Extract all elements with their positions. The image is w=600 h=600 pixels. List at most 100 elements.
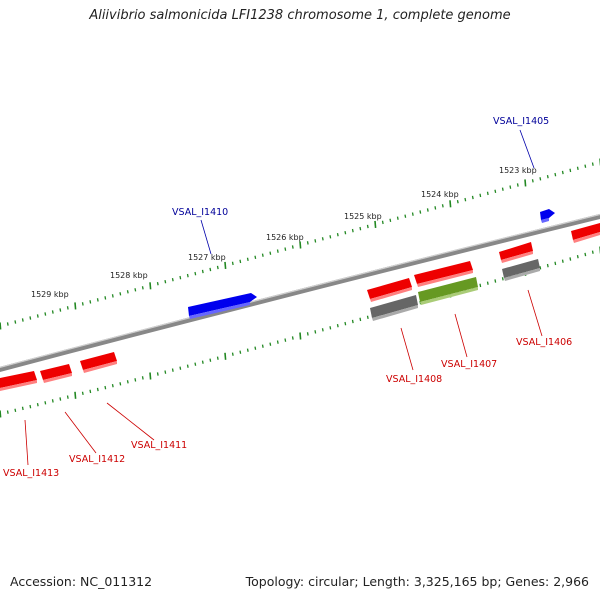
- inner-ruler-tick: [209, 358, 212, 362]
- outer-ruler-tick: [171, 277, 174, 282]
- outer-ruler-tick: [524, 179, 527, 187]
- gene-label-vsal-i1407[interactable]: VSAL_I1407: [441, 359, 497, 370]
- outer-ruler-tick: [51, 310, 54, 314]
- outer-ruler-tick: [141, 286, 144, 290]
- gene-arrow-vsal-i1408[interactable]: [367, 278, 412, 302]
- leader-vsal-i1411: [106, 402, 155, 441]
- genome-summary-text: Topology: circular; Length: 3,325,165 bp…: [245, 574, 589, 589]
- inner-ruler-tick: [0, 410, 2, 418]
- inner-ruler-tick: [141, 376, 144, 380]
- outer-ruler-tick: [66, 306, 69, 310]
- outer-ruler-tick: [576, 166, 579, 171]
- inner-ruler-tick: [126, 380, 129, 384]
- outer-ruler-tick: [546, 174, 549, 179]
- gene-block-gray-1[interactable]: [370, 295, 418, 321]
- inner-ruler-tick: [21, 406, 24, 411]
- inner-ruler-tick: [6, 410, 9, 414]
- inner-ruler-tick: [164, 370, 167, 374]
- gene-block-gray-2[interactable]: [502, 259, 540, 281]
- gene-arrow-vsal-i1405[interactable]: [540, 209, 555, 223]
- outer-ruler-tick: [186, 273, 189, 278]
- outer-ruler-tick: [501, 187, 504, 191]
- inner-ruler-tick: [299, 332, 302, 340]
- outer-ruler-tick: [291, 245, 294, 249]
- outer-ruler-tick: [126, 290, 129, 294]
- inner-ruler-tick: [149, 372, 152, 380]
- inner-ruler-tick: [254, 346, 257, 350]
- ruler-label-1524: 1524 kbp: [421, 190, 459, 199]
- ruler-label-1527: 1527 kbp: [188, 253, 226, 262]
- gene-label-vsal-i1406[interactable]: VSAL_I1406: [516, 337, 572, 348]
- outer-ruler-tick: [374, 220, 377, 228]
- ruler-label-1525: 1525 kbp: [344, 212, 382, 221]
- inner-ruler-tick: [284, 338, 287, 342]
- outer-ruler-tick: [81, 302, 84, 306]
- leader-vsal-i1408: [400, 327, 414, 371]
- chromosome-backbone: [0, 213, 600, 372]
- leader-vsal-i1410: [200, 219, 212, 255]
- outer-ruler-tick: [359, 226, 362, 231]
- outer-ruler-tick: [299, 241, 302, 249]
- outer-ruler-tick: [179, 275, 182, 280]
- inner-ruler-tick: [321, 328, 324, 332]
- inner-ruler-tick: [156, 372, 159, 376]
- gene-arrow-vsal-i1406-b[interactable]: [571, 223, 600, 243]
- outer-ruler-tick: [201, 269, 204, 274]
- outer-ruler-tick: [479, 193, 482, 198]
- outer-ruler-tick: [254, 255, 257, 260]
- gene-arrow-vsal-i1411[interactable]: [80, 352, 117, 373]
- inner-ruler-tick: [569, 257, 572, 261]
- gene-label-vsal-i1405[interactable]: VSAL_I1405: [493, 116, 549, 127]
- outer-ruler-tick: [591, 162, 594, 166]
- inner-ruler-tick: [366, 315, 369, 320]
- outer-ruler-tick: [156, 281, 159, 286]
- inner-ruler-tick: [81, 391, 84, 396]
- outer-ruler-tick: [389, 218, 392, 223]
- outer-ruler-tick: [59, 308, 62, 312]
- inner-ruler-tick: [216, 356, 219, 360]
- inner-ruler-tick: [179, 366, 182, 370]
- inner-ruler-tick: [314, 330, 317, 334]
- outer-ruler-tick: [441, 204, 444, 208]
- outer-ruler-tick: [224, 261, 227, 269]
- inner-ruler-tick: [201, 360, 204, 364]
- gene-block-green[interactable]: [418, 277, 478, 305]
- inner-ruler-tick: [591, 250, 594, 254]
- gene-arrow-vsal-i1413[interactable]: [0, 371, 37, 391]
- gene-arrow-vsal-i1412[interactable]: [40, 364, 72, 383]
- outer-ruler-tick: [509, 185, 512, 189]
- outer-ruler-tick: [44, 312, 47, 316]
- inner-ruler-tick: [554, 261, 557, 266]
- inner-ruler-tick: [66, 395, 69, 399]
- gene-label-vsal-i1411[interactable]: VSAL_I1411: [131, 440, 187, 451]
- inner-ruler-tick: [344, 321, 347, 326]
- inner-ruler-tick: [359, 317, 362, 322]
- outer-ruler-tick: [306, 241, 309, 245]
- gene-label-vsal-i1412[interactable]: VSAL_I1412: [69, 454, 125, 465]
- outer-ruler-tick: [584, 164, 587, 168]
- inner-ruler-tick: [336, 323, 339, 328]
- gene-arrow-vsal-i1406[interactable]: [499, 242, 533, 263]
- genome-title: Aliivibrio salmonicida LFI1238 chromosom…: [89, 8, 511, 23]
- outer-ruler-tick: [74, 302, 77, 310]
- outer-ruler-tick: [471, 195, 474, 200]
- gene-label-vsal-i1408[interactable]: VSAL_I1408: [386, 374, 442, 385]
- gene-arrow-vsal-i1410[interactable]: [188, 293, 257, 319]
- outer-ruler-tick: [96, 298, 99, 302]
- inner-ruler-tick: [171, 368, 174, 372]
- leader-vsal-i1413: [24, 419, 29, 466]
- outer-ruler-tick: [261, 253, 264, 257]
- outer-ruler-tick: [164, 279, 167, 284]
- outer-ruler-tick: [269, 251, 272, 255]
- leader-vsal-i1407: [454, 313, 468, 358]
- inner-ruler-tick: [194, 362, 197, 366]
- inner-ruler-tick: [119, 382, 122, 386]
- outer-ruler-tick: [119, 292, 122, 296]
- outer-ruler-tick: [494, 189, 497, 194]
- ruler-label-1528: 1528 kbp: [110, 271, 148, 280]
- chromosome-backbone-highlight: [0, 213, 600, 368]
- gene-label-vsal-i1410[interactable]: VSAL_I1410: [172, 207, 228, 218]
- outer-ruler-tick: [0, 322, 2, 330]
- gene-label-vsal-i1413[interactable]: VSAL_I1413: [3, 468, 59, 479]
- gene-arrow-vsal-i1407[interactable]: [414, 261, 473, 287]
